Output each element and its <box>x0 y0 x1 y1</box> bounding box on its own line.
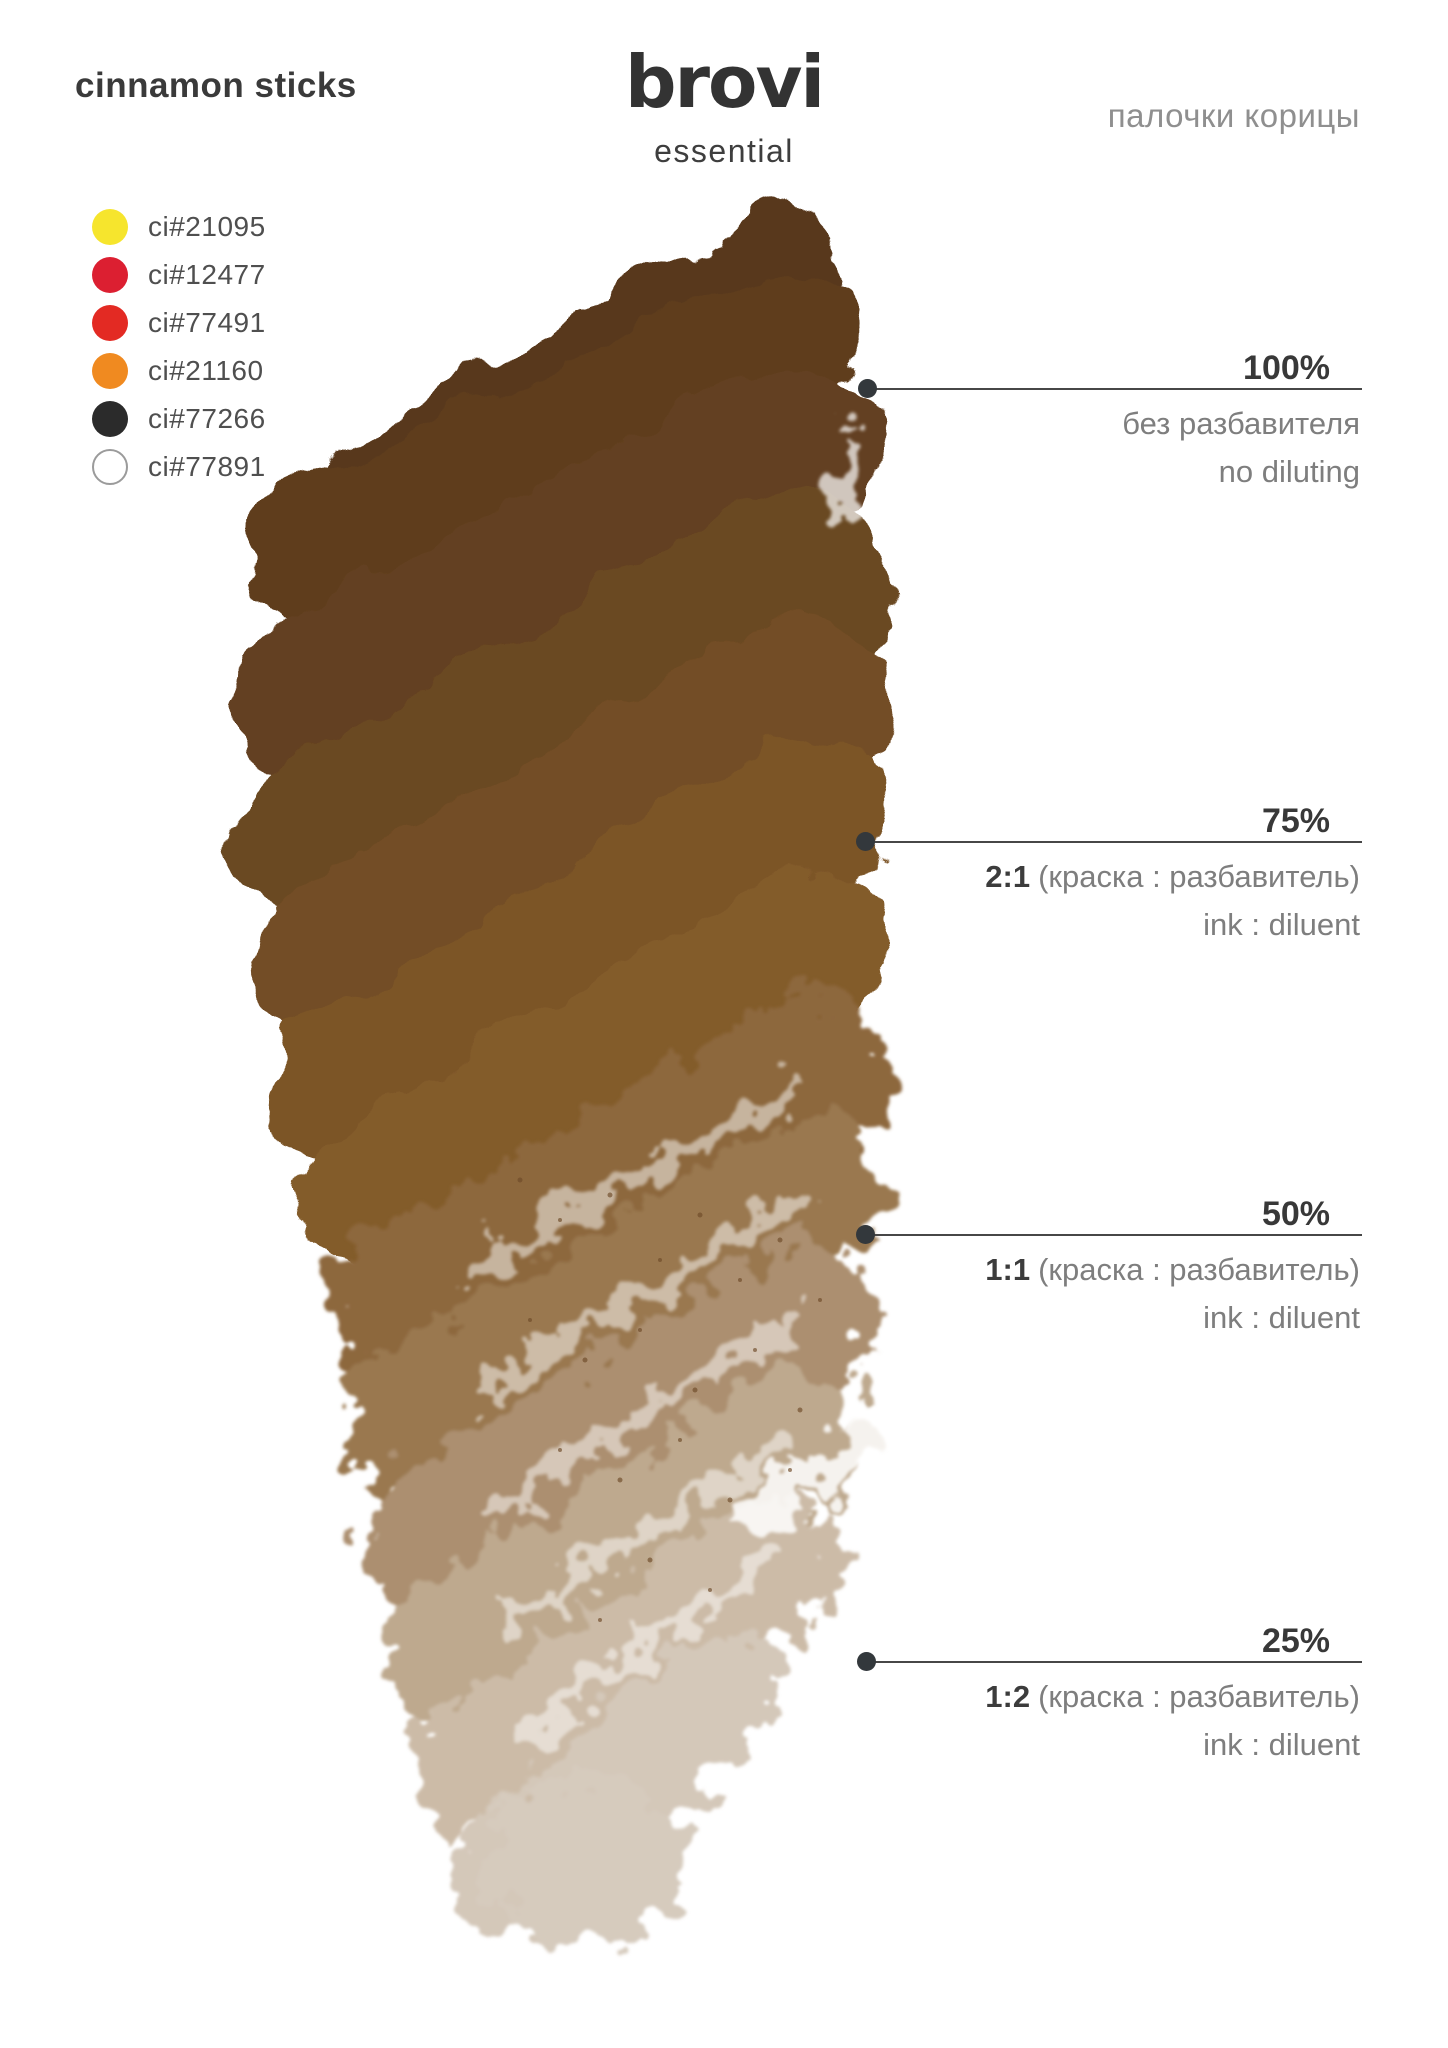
smear-texture-gaps <box>459 427 885 1742</box>
dilution-percent: 25% <box>1261 1622 1330 1660</box>
dilution-ratio-ru: 1:2 (краска : разбавитель) <box>985 1680 1360 1714</box>
callout-line <box>867 388 1362 390</box>
pigment-color-dot-red <box>92 305 128 341</box>
product-name-en: cinnamon sticks <box>75 66 357 105</box>
pigment-code: ci#12477 <box>148 259 266 290</box>
callout-marker-dot <box>856 832 875 851</box>
ratio-label-ru: (краска : разбавитель) <box>1038 1679 1360 1714</box>
dilution-ratio-en: ink : diluent <box>1203 1727 1360 1762</box>
dilution-ratio-ru: 2:1 (краска : разбавитель) <box>985 860 1360 894</box>
smear-dark-zone <box>232 216 889 1277</box>
smear-speckles <box>517 1177 822 1622</box>
pigment-code: ci#77266 <box>148 403 266 434</box>
dilution-ratio-en: ink : diluent <box>1203 1300 1360 1335</box>
pigment-code: ci#77491 <box>148 307 266 338</box>
callout-line <box>866 1661 1362 1663</box>
ratio-label-ru: (краска : разбавитель) <box>1038 859 1360 894</box>
ratio-label-ru: (краска : разбавитель) <box>1038 1252 1360 1287</box>
dilution-ratio-en: ink : diluent <box>1203 907 1360 942</box>
pigment-row: ci#21160 <box>92 353 266 389</box>
callout-line <box>865 841 1362 843</box>
dilution-ratio-ru: без разбавителя <box>1114 407 1360 441</box>
callout-marker-dot <box>856 1225 875 1244</box>
pigment-color-dot-yellow <box>92 209 128 245</box>
pigment-legend: ci#21095 ci#12477 ci#77491 ci#21160 ci#7… <box>92 209 266 497</box>
dilution-percent: 100% <box>1243 349 1330 387</box>
pigment-row: ci#77491 <box>92 305 266 341</box>
pigment-row: ci#12477 <box>92 257 266 293</box>
brand-line: essential <box>654 133 794 169</box>
ratio-value: 2:1 <box>985 859 1031 894</box>
ratio-label-ru: без разбавителя <box>1122 406 1360 441</box>
pigment-color-dot-orange <box>92 353 128 389</box>
pigment-code: ci#77891 <box>148 451 266 482</box>
dilution-ratio-ru: 1:1 (краска : разбавитель) <box>985 1253 1360 1287</box>
dilution-percent: 75% <box>1261 802 1330 840</box>
callout-marker-dot <box>857 1652 876 1671</box>
pigment-code: ci#21160 <box>148 355 264 386</box>
pigment-color-dot-black <box>92 401 128 437</box>
callout-marker-dot <box>858 379 877 398</box>
ratio-value: 1:2 <box>985 1679 1031 1714</box>
pigment-color-dot-crimson <box>92 257 128 293</box>
product-name-ru: палочки корицы <box>1107 97 1360 134</box>
pigment-row: ci#77891 <box>92 449 266 485</box>
callout-line <box>865 1234 1362 1236</box>
dilution-ratio-en: no diluting <box>1218 454 1360 489</box>
pigment-row: ci#77266 <box>92 401 266 437</box>
dilution-percent: 50% <box>1261 1195 1330 1233</box>
pigment-color-dot-white <box>92 449 128 485</box>
ratio-value: 1:1 <box>985 1252 1031 1287</box>
pigment-code: ci#21095 <box>148 211 266 242</box>
brand-logo: brovi <box>624 40 825 124</box>
pigment-row: ci#21095 <box>92 209 266 245</box>
